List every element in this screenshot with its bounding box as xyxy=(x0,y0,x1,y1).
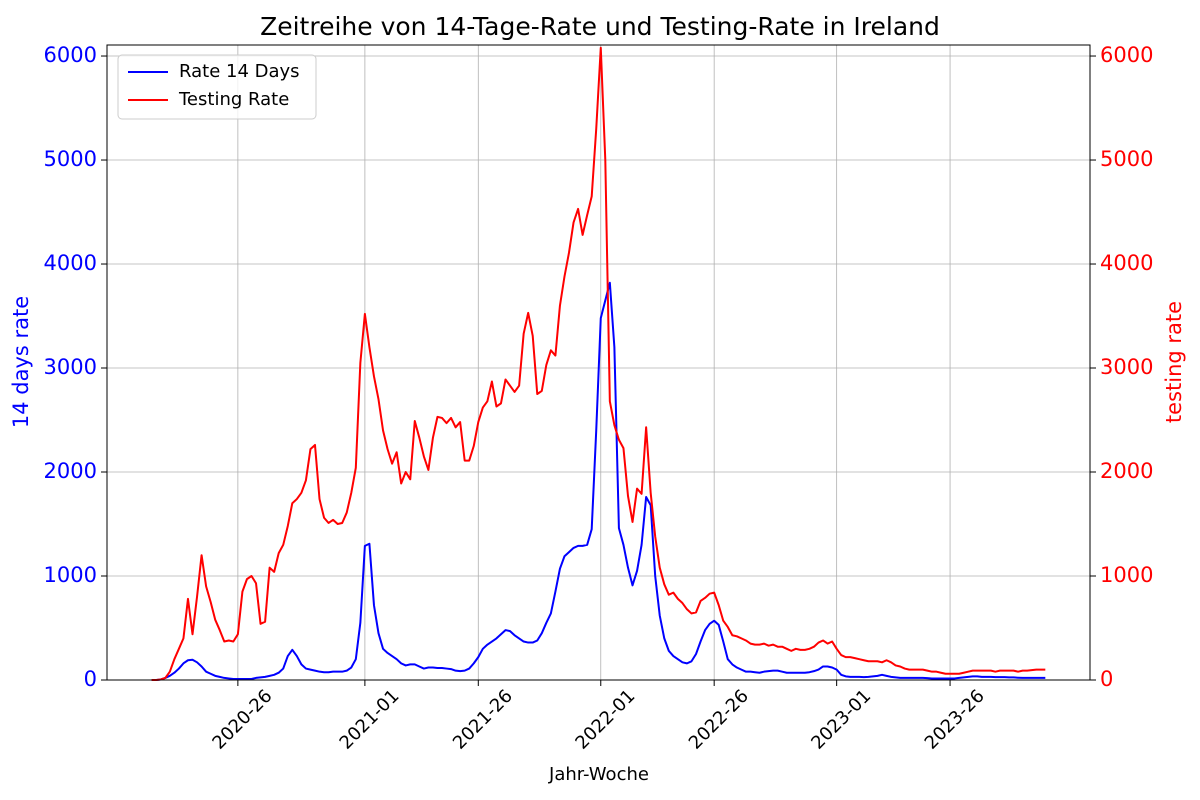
legend: Rate 14 Days Testing Rate xyxy=(117,54,317,120)
y-tick-label: 5000 xyxy=(44,147,97,171)
y-tick-label: 1000 xyxy=(44,563,97,587)
y2-tick-label: 3000 xyxy=(1100,355,1153,379)
y-tick-label: 3000 xyxy=(44,355,97,379)
x-tick-label: 2023-01 xyxy=(807,686,875,754)
line-series xyxy=(151,46,1046,681)
y2-tick-label: 5000 xyxy=(1100,147,1153,171)
x-tick-label: 2023-26 xyxy=(921,686,989,754)
y2-tick-label: 2000 xyxy=(1100,459,1153,483)
x-axis-label: Jahr-Woche xyxy=(548,764,649,785)
x-tick-label: 2022-01 xyxy=(571,686,639,754)
chart-title: Zeitreihe von 14-Tage-Rate und Testing-R… xyxy=(260,12,940,41)
y-tick-label: 0 xyxy=(84,667,97,691)
x-tick-label: 2021-01 xyxy=(336,686,404,754)
y-axis-label: 14 days rate xyxy=(9,296,33,428)
x-tick-label: 2022-26 xyxy=(685,686,753,754)
y2-tick-label: 1000 xyxy=(1100,563,1153,587)
legend-label: Rate 14 Days xyxy=(179,61,300,82)
plot-frame xyxy=(106,44,1091,681)
y-tick-label: 4000 xyxy=(44,251,97,275)
legend-label: Testing Rate xyxy=(178,89,289,110)
x-tick-label: 2020-26 xyxy=(208,686,276,754)
y-tick-label: 6000 xyxy=(44,43,97,67)
x-tick-label: 2021-26 xyxy=(449,686,517,754)
line-series xyxy=(151,281,1046,681)
y-tick-label: 2000 xyxy=(44,459,97,483)
y2-tick-label: 0 xyxy=(1100,667,1113,691)
y2-axis-label: testing rate xyxy=(1162,301,1186,423)
y2-tick-label: 4000 xyxy=(1100,251,1153,275)
y2-tick-label: 6000 xyxy=(1100,43,1153,67)
